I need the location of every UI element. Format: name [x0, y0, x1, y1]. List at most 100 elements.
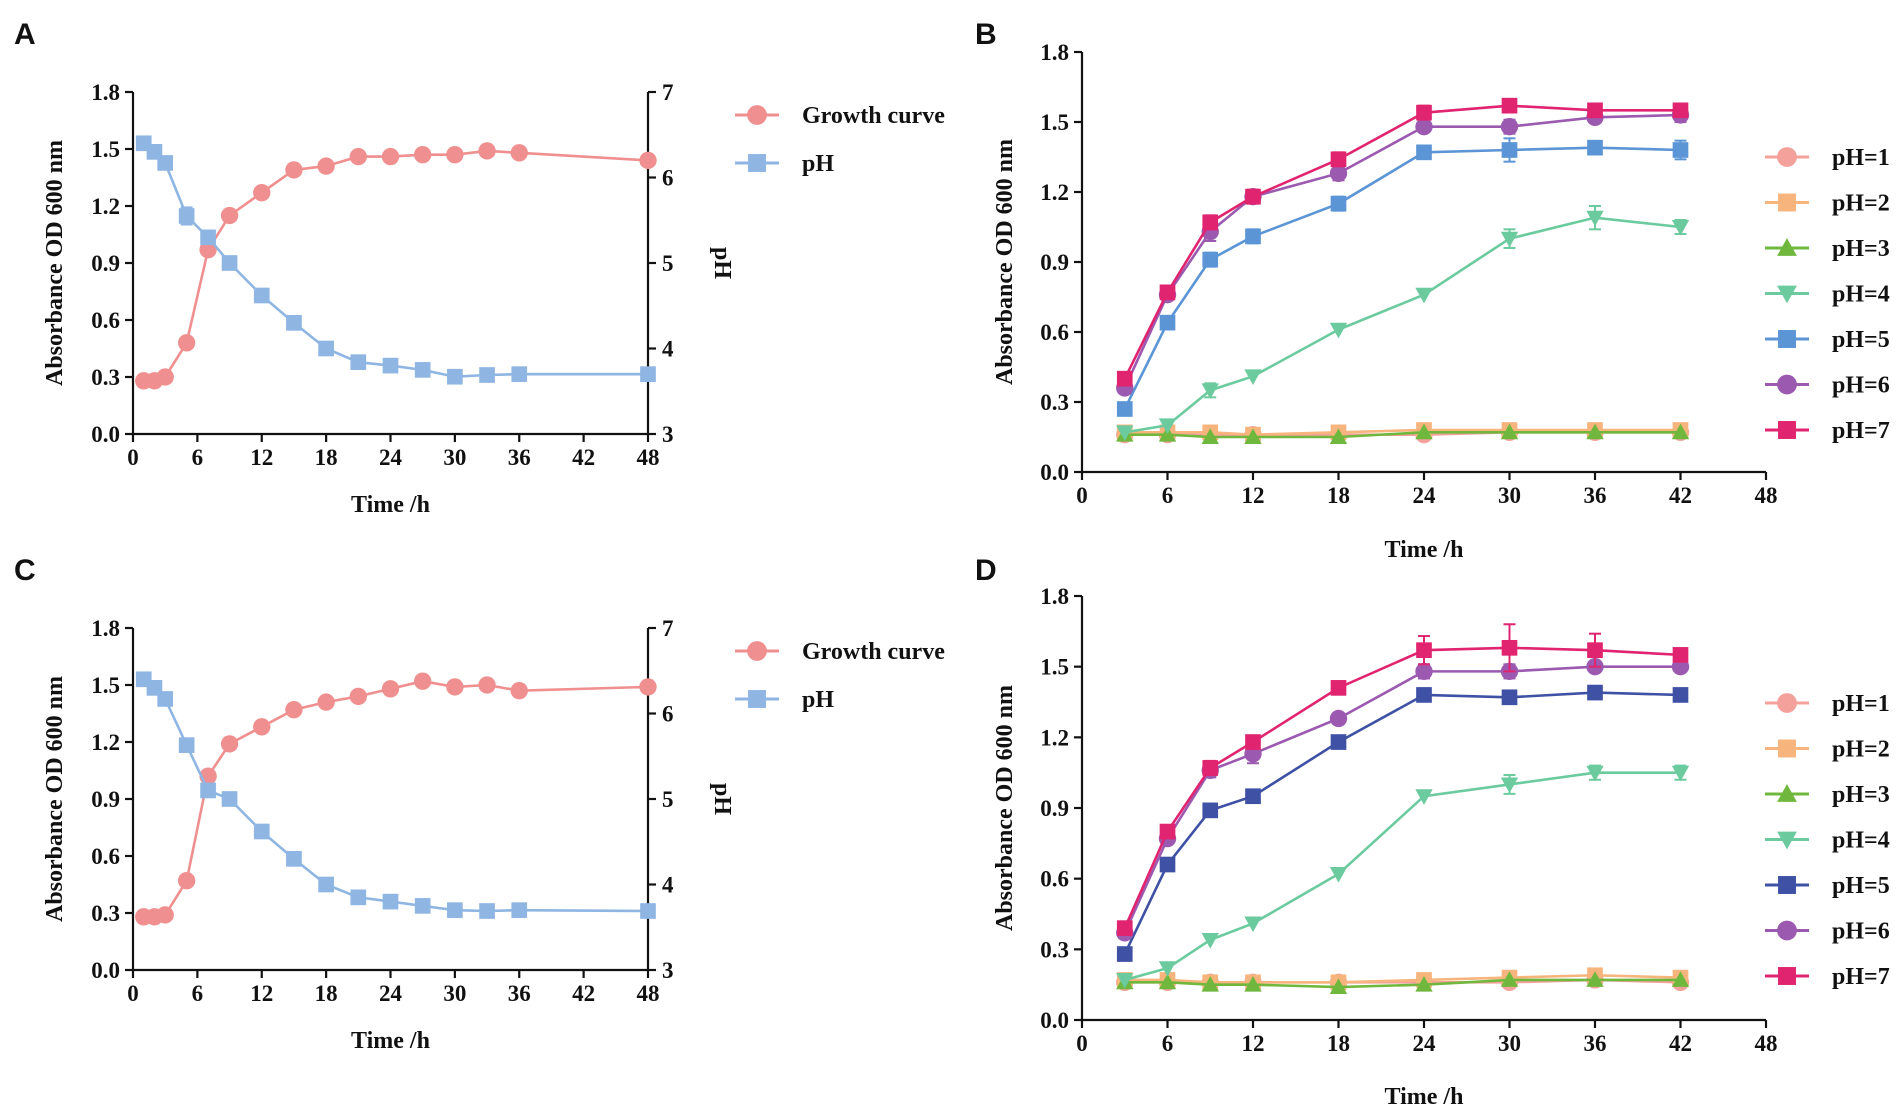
series-ph-3	[1116, 971, 1690, 994]
y2-tick-label: 4	[662, 337, 674, 362]
data-point	[1202, 802, 1219, 819]
legend-label: pH	[802, 687, 834, 713]
y-tick-label: 0.9	[91, 787, 120, 812]
x-tick-label: 12	[1242, 1031, 1265, 1056]
legend-marker	[748, 154, 766, 172]
legend-label: Growth curve	[802, 639, 945, 665]
data-point	[1500, 231, 1519, 248]
data-point	[1116, 401, 1133, 417]
data-point	[1116, 370, 1133, 387]
data-point	[1158, 961, 1177, 977]
data-point	[1244, 975, 1262, 992]
y-axis-title: Absorbance OD 600 nm	[992, 139, 1018, 385]
data-point	[178, 208, 195, 224]
legend-marker	[1778, 330, 1796, 348]
series-ph	[135, 671, 656, 919]
data-point	[640, 903, 656, 919]
series-ph-4	[1116, 205, 1690, 442]
data-point	[510, 682, 528, 700]
data-point	[1586, 210, 1604, 227]
data-point	[414, 146, 432, 164]
x-tick-label: 48	[637, 445, 660, 470]
data-point	[1500, 423, 1519, 440]
x-tick-label: 6	[1162, 483, 1174, 508]
data-point	[1329, 709, 1348, 728]
x-tick-label: 24	[1413, 483, 1437, 508]
y-tick-label: 1.5	[91, 673, 120, 698]
data-point	[221, 791, 238, 807]
data-point	[511, 902, 528, 918]
x-tick-label: 36	[508, 445, 531, 470]
data-point	[318, 876, 334, 893]
legend-label: pH=1	[1832, 691, 1890, 717]
data-point	[1245, 228, 1261, 245]
data-point	[1201, 932, 1219, 949]
legend-marker	[747, 641, 767, 661]
legend-marker	[1777, 784, 1797, 802]
data-point	[1501, 689, 1518, 706]
x-tick-label: 30	[1498, 483, 1521, 508]
data-point	[220, 735, 239, 753]
x-tick-label: 30	[443, 981, 466, 1006]
data-point	[1330, 734, 1347, 750]
data-point	[381, 680, 400, 698]
panel-a: A 0 6 12 18 24 30 36 42 48 0.0 0.3 0.6 0.9 1.2 1.5 1.8 3 4…	[14, 18, 945, 518]
x-tick-label: 30	[443, 445, 466, 470]
legend-item: pH=4	[1765, 828, 1890, 854]
data-point	[1202, 214, 1219, 231]
panel-b: B 0 6 12 18 24 30 36 42 48 0.0 0.3 0.6 0.9 1.2 1.5 1.8 Ti…	[975, 18, 1890, 563]
legend-label: pH=7	[1832, 964, 1890, 990]
data-point	[479, 903, 495, 919]
y2-tick-label: 7	[662, 80, 674, 105]
y-tick-label: 1.8	[1040, 584, 1069, 609]
x-tick-label: 48	[1755, 1031, 1778, 1056]
legend-item: pH=3	[1765, 782, 1890, 808]
y2-axis-title: pH	[709, 247, 735, 279]
data-point	[285, 701, 303, 719]
x-tick-label: 48	[637, 981, 660, 1006]
data-point	[446, 678, 464, 696]
legend-marker	[1777, 693, 1797, 713]
data-point	[1244, 428, 1262, 444]
legend-item: Growth curve	[735, 103, 945, 129]
data-point	[177, 872, 196, 890]
data-point	[414, 362, 431, 378]
data-point	[349, 687, 367, 706]
data-point	[350, 354, 367, 371]
data-point	[1330, 680, 1347, 696]
data-point	[1244, 916, 1262, 933]
data-point	[1202, 251, 1219, 268]
x-tick-label: 42	[572, 981, 595, 1006]
data-point	[1671, 971, 1690, 987]
data-point	[200, 229, 216, 246]
series-ph-4	[1116, 764, 1690, 989]
x-tick-label: 6	[192, 445, 204, 470]
legend-item: pH=1	[1765, 691, 1890, 717]
series-line	[1124, 216, 1681, 434]
data-point	[1415, 117, 1433, 136]
series-growth-curve	[135, 142, 657, 390]
legend-item: pH=2	[1765, 191, 1890, 217]
data-point	[510, 144, 528, 162]
data-point	[317, 693, 335, 711]
data-point	[317, 157, 335, 175]
data-point	[414, 898, 431, 914]
legend-label: Growth curve	[802, 103, 945, 129]
legend-label: pH=1	[1832, 145, 1890, 171]
series-ph-6	[1116, 657, 1690, 942]
legend-label: pH=3	[1832, 782, 1890, 808]
y-tick-label: 1.8	[91, 80, 120, 105]
y-tick-label: 0.6	[91, 308, 120, 333]
x-tick-label: 24	[379, 445, 403, 470]
y-tick-label: 0.6	[1040, 320, 1069, 345]
y-tick-label: 1.8	[1040, 40, 1069, 65]
data-point	[156, 368, 174, 386]
x-tick-label: 24	[1413, 1031, 1437, 1056]
data-point	[350, 889, 367, 906]
panel-label: B	[975, 18, 997, 51]
x-tick-label: 42	[1669, 483, 1692, 508]
data-point	[1116, 973, 1134, 989]
data-point	[640, 366, 656, 382]
x-tick-label: 24	[379, 981, 403, 1006]
x-tick-label: 42	[1669, 1031, 1692, 1056]
